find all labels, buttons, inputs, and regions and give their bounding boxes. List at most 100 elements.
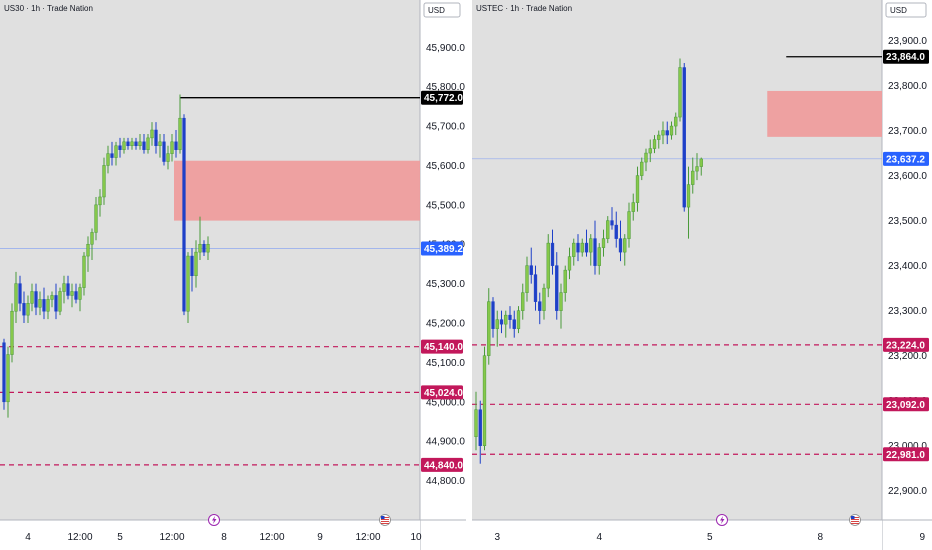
chart-title: USTEC · 1h · Trade Nation bbox=[476, 4, 572, 13]
candle-body bbox=[146, 137, 150, 150]
candle-body bbox=[50, 295, 54, 300]
ustec-chart-panel[interactable]: USTEC · 1h · Trade Nation USD 23,900.0 23,8… bbox=[472, 0, 932, 550]
current-price-badge-text: 23,637.2 bbox=[886, 154, 925, 165]
candle-body bbox=[695, 166, 699, 172]
plot-area[interactable] bbox=[0, 0, 420, 550]
time-axis[interactable] bbox=[472, 520, 882, 550]
candle-body bbox=[474, 409, 478, 437]
candle-body bbox=[635, 175, 640, 203]
support-price-badge-text: 23,224.0 bbox=[886, 340, 925, 351]
candle-body bbox=[606, 220, 610, 239]
time-axis[interactable] bbox=[0, 520, 420, 550]
candle-body bbox=[126, 141, 130, 147]
candle-body bbox=[648, 148, 652, 154]
candle-body bbox=[512, 319, 516, 329]
candle-body bbox=[691, 170, 695, 185]
candle-body bbox=[58, 291, 62, 312]
y-tick-label: 23,200.0 bbox=[888, 351, 927, 362]
candle-body bbox=[614, 224, 618, 239]
y-tick-label: 45,500.0 bbox=[426, 200, 465, 211]
candle-body bbox=[158, 141, 162, 147]
candle-body bbox=[114, 145, 118, 158]
x-tick-label: 4 bbox=[596, 532, 602, 543]
support-price-badge-text: 45,024.0 bbox=[424, 388, 463, 399]
candle-body bbox=[38, 299, 42, 308]
candle-body bbox=[610, 220, 614, 226]
candle-body bbox=[478, 409, 482, 446]
candle-body bbox=[82, 255, 86, 288]
candle-body bbox=[6, 354, 10, 403]
candle-body bbox=[42, 299, 46, 312]
lightning-glyph bbox=[212, 516, 217, 524]
y-tick-label: 23,600.0 bbox=[888, 171, 927, 182]
candle-body bbox=[198, 243, 202, 253]
candle-body bbox=[618, 238, 623, 253]
supply-zone[interactable] bbox=[174, 160, 420, 221]
candle-body bbox=[22, 303, 26, 316]
candle-body bbox=[14, 283, 18, 312]
candle-body bbox=[26, 303, 30, 316]
candle-body bbox=[491, 301, 495, 329]
candle-body bbox=[138, 141, 142, 147]
candle-body bbox=[94, 204, 98, 233]
panel-divider[interactable] bbox=[466, 0, 472, 550]
candle-body bbox=[74, 291, 78, 300]
candle-body bbox=[504, 314, 508, 325]
support-price-badge bbox=[421, 385, 463, 400]
resistance-price-badge-text: 45,772.0 bbox=[424, 93, 463, 104]
candle-body bbox=[576, 242, 580, 253]
candle-body bbox=[678, 67, 682, 118]
current-price-badge bbox=[883, 151, 929, 166]
support-price-badge bbox=[421, 457, 463, 472]
candle-body bbox=[142, 141, 146, 150]
candle-body bbox=[572, 242, 576, 257]
x-tick-label: 4 bbox=[25, 532, 31, 543]
x-tick-label: 3 bbox=[494, 532, 500, 543]
candle-body bbox=[597, 247, 601, 266]
candle-body bbox=[542, 287, 546, 311]
candle-body bbox=[589, 238, 593, 253]
candle-body bbox=[110, 153, 114, 158]
y-tick-label: 44,800.0 bbox=[426, 476, 465, 487]
candle-body bbox=[699, 158, 703, 167]
candle-body bbox=[206, 243, 210, 253]
supply-zone[interactable] bbox=[767, 90, 882, 137]
candle-body bbox=[78, 287, 82, 300]
candle-body bbox=[190, 255, 194, 277]
y-tick-label: 45,700.0 bbox=[426, 122, 465, 133]
candle-body bbox=[118, 145, 122, 150]
candle-body bbox=[555, 265, 559, 311]
candle-body bbox=[10, 310, 14, 355]
candle-body bbox=[150, 129, 154, 139]
y-tick-label: 45,600.0 bbox=[426, 161, 465, 172]
chart-title: US30 · 1h · Trade Nation bbox=[4, 4, 93, 13]
currency-selector[interactable] bbox=[423, 2, 461, 18]
plot-area[interactable] bbox=[472, 0, 882, 550]
x-tick-label: 12:00 bbox=[355, 532, 380, 543]
support-price-badge bbox=[883, 447, 929, 462]
y-tick-label: 23,500.0 bbox=[888, 216, 927, 227]
candle-body bbox=[652, 139, 657, 149]
us30-chart-panel[interactable]: US30 · 1h · Trade Nation USD 45,900.0 45,80… bbox=[0, 0, 466, 550]
candle-body bbox=[640, 161, 644, 176]
candle-body bbox=[686, 184, 691, 208]
candle-body bbox=[202, 243, 206, 253]
candle-body bbox=[482, 355, 487, 446]
candle-body bbox=[487, 301, 491, 356]
candle-body bbox=[538, 301, 542, 311]
resistance-price-badge bbox=[883, 49, 929, 64]
y-tick-label: 23,000.0 bbox=[888, 441, 927, 452]
candle-body bbox=[186, 255, 190, 312]
x-tick-label: 8 bbox=[817, 532, 823, 543]
y-tick-label: 44,900.0 bbox=[426, 437, 465, 448]
candle-body bbox=[122, 141, 126, 150]
candle-body bbox=[665, 130, 669, 136]
current-price-badge bbox=[421, 241, 463, 256]
y-tick-label: 22,900.0 bbox=[888, 486, 927, 497]
candle-body bbox=[130, 141, 134, 147]
candle-body bbox=[631, 202, 635, 212]
candle-body bbox=[106, 153, 110, 166]
candle-body bbox=[70, 291, 74, 296]
candle-body bbox=[529, 265, 533, 275]
currency-selector[interactable] bbox=[885, 2, 927, 18]
